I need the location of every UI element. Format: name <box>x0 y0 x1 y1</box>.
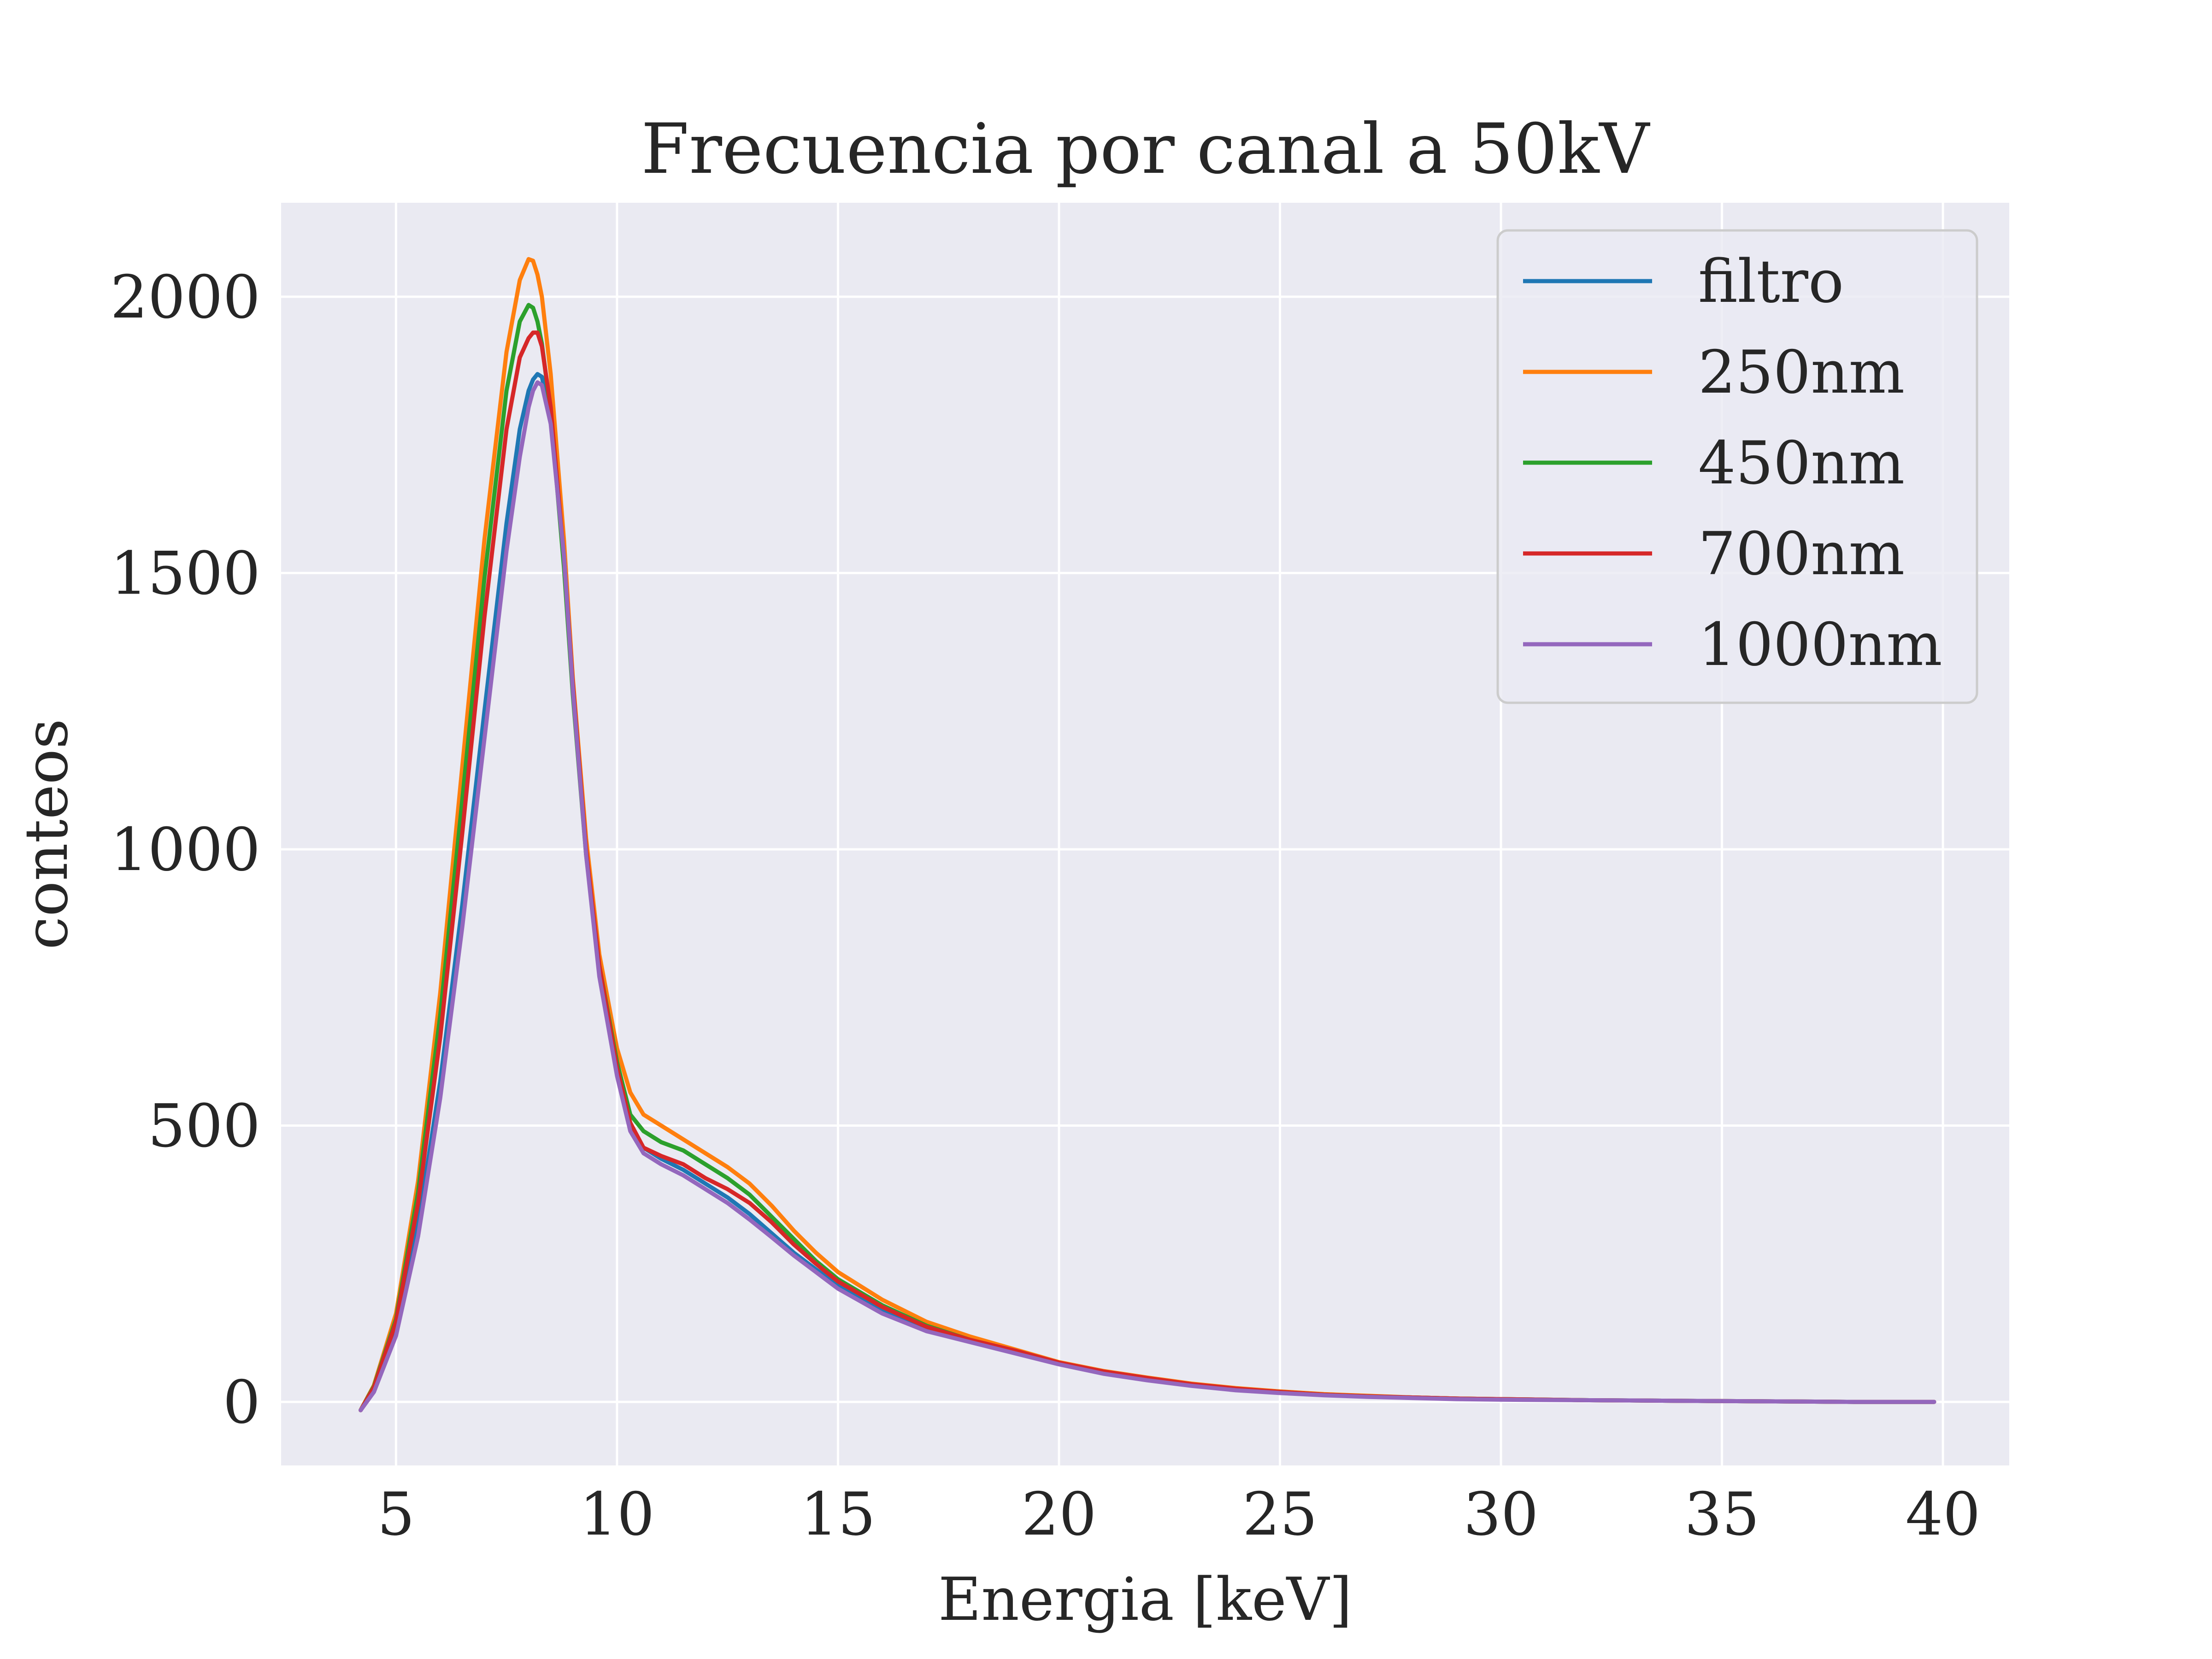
y-tick-label: 1500 <box>110 539 260 608</box>
legend-label: 1000nm <box>1698 611 1942 679</box>
y-tick-label: 2000 <box>110 263 260 332</box>
legend-label: 450nm <box>1698 429 1905 498</box>
y-tick-label: 500 <box>148 1092 260 1161</box>
y-tick-labels: 0 500 1000 1500 2000 <box>110 263 260 1437</box>
x-tick-label: 35 <box>1684 1480 1759 1549</box>
y-tick-label: 1000 <box>110 816 260 884</box>
chart-title: Frecuencia por canal a 50kV <box>641 109 1650 189</box>
legend-frame <box>1496 229 1978 704</box>
x-tick-label: 20 <box>1022 1480 1097 1549</box>
legend-label: filtro <box>1698 247 1844 316</box>
legend: filtro 250nm 450nm 700nm 1000nm <box>1496 229 1978 704</box>
legend-label: 700nm <box>1698 520 1905 588</box>
legend-items: filtro 250nm 450nm 700nm 1000nm <box>1523 247 1942 679</box>
x-tick-label: 30 <box>1464 1480 1539 1549</box>
y-tick-label: 0 <box>223 1368 260 1437</box>
y-axis-label: conteos <box>12 718 81 949</box>
x-tick-labels: 5 10 15 20 25 30 35 40 <box>377 1480 1981 1549</box>
legend-label: 250nm <box>1698 338 1905 407</box>
x-tick-label: 10 <box>579 1480 654 1549</box>
x-tick-label: 25 <box>1242 1480 1318 1549</box>
x-tick-label: 15 <box>800 1480 876 1549</box>
x-axis-label: Energia [keV] <box>938 1565 1352 1634</box>
x-tick-label: 40 <box>1906 1480 1981 1549</box>
series-line-1000nm <box>359 380 1936 1412</box>
x-tick-label: 5 <box>377 1480 415 1549</box>
series-lines <box>359 257 1936 1412</box>
